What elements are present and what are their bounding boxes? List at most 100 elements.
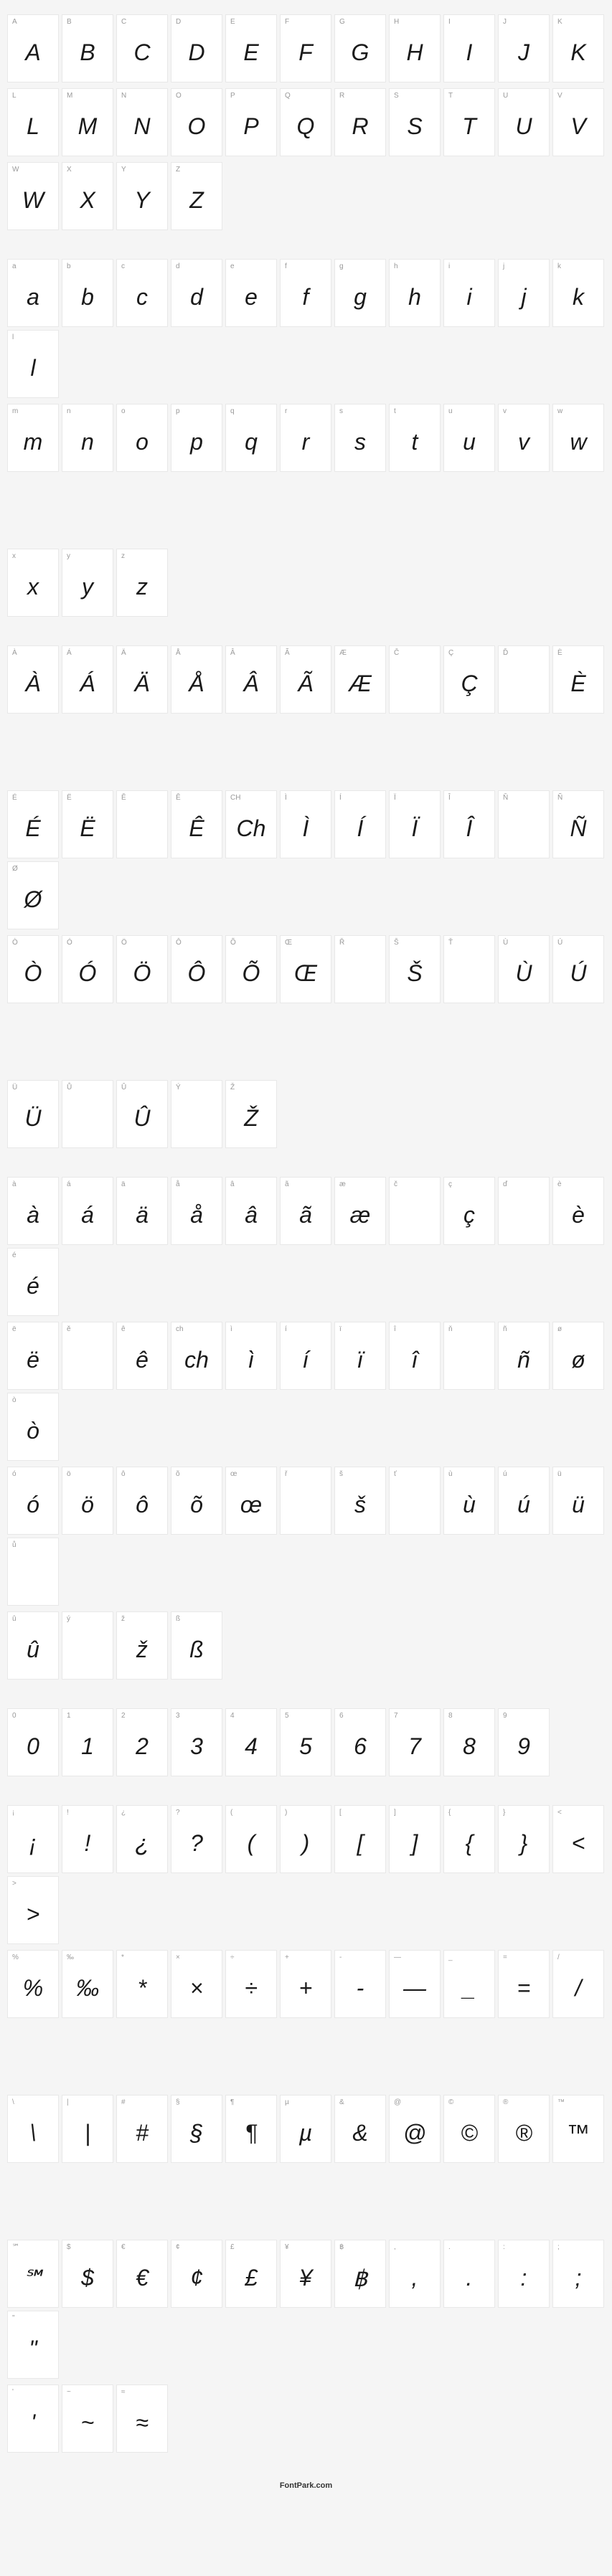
glyph-display: Ü [8,1095,58,1147]
glyph-display: % [8,1965,58,2017]
glyph-cell: ™™ [552,2095,604,2163]
glyph-cell: || [62,2095,113,2163]
glyph-cell: ÍÍ [334,790,386,858]
glyph-cell: ûû [7,1611,59,1680]
glyph-label: µ [281,2096,331,2110]
glyph-label: Á [62,646,113,660]
glyph-label: Ř [335,936,385,950]
glyph-cell: '' [7,2385,59,2453]
glyph-cell: ££ [225,2240,277,2308]
glyph-display: m [8,419,58,471]
glyph-cell: ÓÓ [62,935,113,1003]
glyph-label: [ [335,1806,385,1820]
glyph-display: 0 [8,1723,58,1776]
glyph-display: ‰ [62,1965,113,2017]
glyph-display: F [281,29,331,82]
glyph-label: / [553,1951,603,1965]
glyph-cell: JJ [498,14,550,82]
glyph-cell: ¿¿ [116,1805,168,1873]
glyph-cell: ÎÎ [443,790,495,858]
glyph-display: * [117,1965,167,2017]
glyph-display: J [499,29,549,82]
glyph-cell: WW [7,162,59,230]
glyph-display: — [390,1965,440,2017]
glyph-cell: 77 [389,1708,441,1776]
glyph-label: _ [444,1951,494,1965]
glyph-group-uppercase: AABBCCDDEEFFGGHHIIJJKKLLMMNNOOPPQQRRSSTT… [7,14,605,230]
glyph-label: ó [8,1467,58,1482]
glyph-display: u [444,419,494,471]
glyph-cell: ññ [498,1322,550,1390]
glyph-cell: yy [62,549,113,617]
glyph-cell: ×× [171,1950,222,2018]
glyph-label: } [499,1806,549,1820]
glyph-cell: öö [62,1467,113,1535]
glyph-label: ] [390,1806,440,1820]
glyph-display: Â [226,660,276,713]
glyph-display: Å [171,660,222,713]
glyph-label: Ò [8,936,58,950]
glyph-cell: ËË [62,790,113,858]
glyph-cell: ÙÙ [498,935,550,1003]
glyph-label: Z [171,163,222,177]
glyph-label: s [335,404,385,419]
glyph-cell: ââ [225,1177,277,1245]
glyph-display: ! [62,1820,113,1872]
glyph-label: ì [226,1322,276,1337]
glyph-cell: ÃÃ [280,645,331,714]
glyph-display: Ë [62,805,113,858]
glyph-label: G [335,15,385,29]
glyph-label: œ [226,1467,276,1482]
glyph-label: Î [444,791,494,805]
glyph-display: M [62,103,113,156]
glyph-cell: {{ [443,1805,495,1873]
glyph-label: J [499,15,549,29]
glyph-group-symbols: ¡¡!!¿¿??(())[[]]{{}}<<>>%%‰‰**××÷÷++--——… [7,1805,605,2453]
glyph-display: € [117,2255,167,2307]
glyph-label: ü [553,1467,603,1482]
glyph-label: A [8,15,58,29]
glyph-cell: ®® [498,2095,550,2163]
glyph-cell: ů [7,1538,59,1606]
glyph-cell: NN [116,88,168,156]
glyph-cell: ¥¥ [280,2240,331,2308]
glyph-label: a [8,260,58,274]
glyph-cell: ≈≈ [116,2385,168,2453]
glyph-cell: ïï [334,1322,386,1390]
glyph-label: Č [390,646,440,660]
glyph-chart-root: AABBCCDDEEFFGGHHIIJJKKLLMMNNOOPPQQRRSSTT… [7,14,605,2453]
glyph-display: ¿ [117,1820,167,1872]
glyph-label: Ë [62,791,113,805]
glyph-label: o [117,404,167,419]
glyph-cell: Ť [443,935,495,1003]
glyph-display: R [335,103,385,156]
glyph-display: S [390,103,440,156]
glyph-cell: .. [443,2240,495,2308]
glyph-cell: VV [552,88,604,156]
glyph-display: é [8,1263,58,1315]
glyph-cell: YY [116,162,168,230]
glyph-display: G [335,29,385,82]
glyph-cell: ň [443,1322,495,1390]
glyph-cell: č [389,1177,441,1245]
glyph-label: 2 [117,1709,167,1723]
glyph-cell: ãã [280,1177,331,1245]
glyph-label: l [8,331,58,345]
glyph-display: Ó [62,950,113,1003]
glyph-display: ] [390,1820,440,1872]
glyph-display: Û [117,1095,167,1147]
glyph-label: P [226,89,276,103]
glyph-label: Ù [499,936,549,950]
glyph-cell: pp [171,404,222,472]
glyph-label: y [62,549,113,564]
glyph-cell: OO [171,88,222,156]
glyph-cell: ,, [389,2240,441,2308]
glyph-display: H [390,29,440,82]
glyph-label: ñ [499,1322,549,1337]
glyph-label: ë [8,1322,58,1337]
glyph-label: Ý [171,1081,222,1095]
glyph-cell: ?? [171,1805,222,1873]
glyph-group-lowercase: aabbccddeeffgghhiijjkkllmmnnooppqqrrsstt… [7,259,605,617]
glyph-label: Ů [62,1081,113,1095]
glyph-label: w [553,404,603,419]
